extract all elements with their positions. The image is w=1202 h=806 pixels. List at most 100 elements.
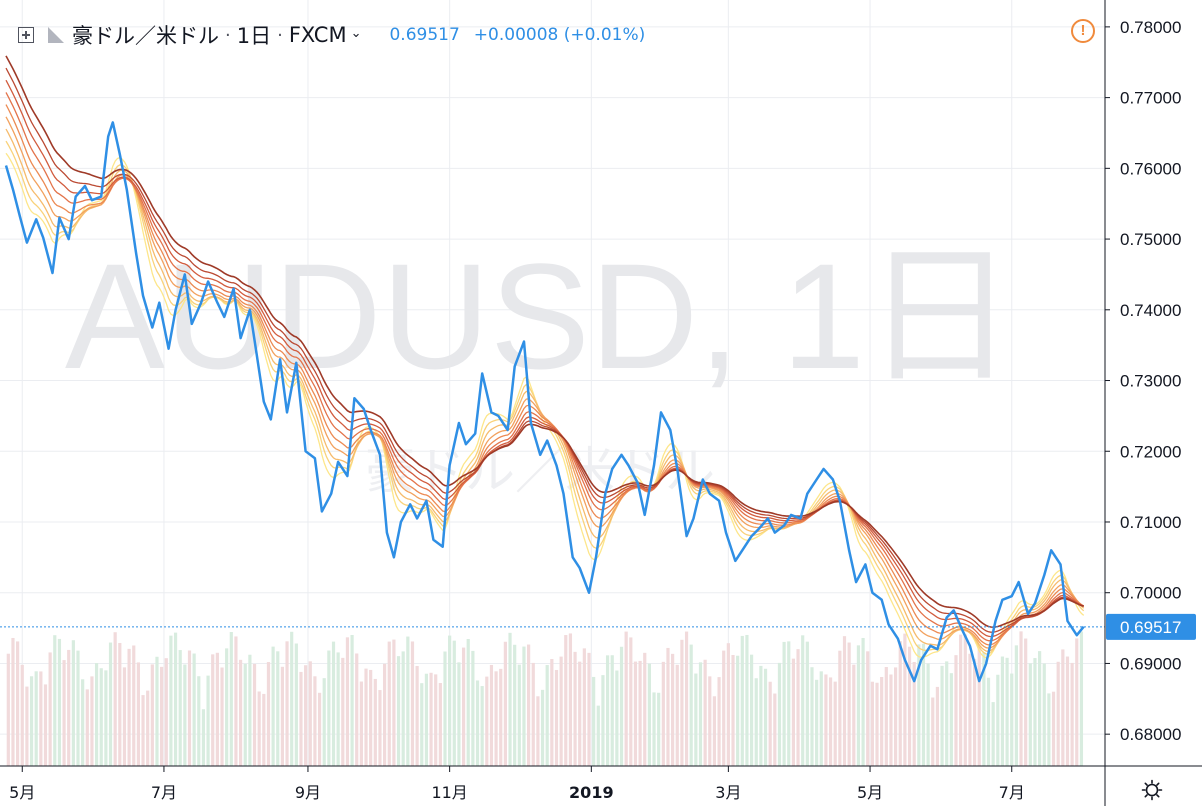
volume-bar [861, 637, 865, 766]
volume-bar [304, 665, 308, 766]
volume-bar [819, 671, 823, 766]
volume-bar [373, 678, 377, 766]
volume-bar [954, 655, 958, 766]
exclamation-circle-icon[interactable]: ! [1071, 19, 1095, 43]
volume-bar [935, 686, 940, 766]
volume-bar [870, 681, 874, 766]
exchange-label[interactable]: FXCM [288, 23, 347, 47]
volume-bar [1038, 651, 1042, 766]
volume-bar [146, 690, 150, 766]
volume-bar [749, 654, 754, 766]
volume-bar [215, 652, 219, 766]
volume-bar [643, 652, 647, 766]
volume-bar [43, 684, 48, 766]
volume-bar [740, 635, 744, 766]
volume-bar [847, 642, 851, 766]
volume-bar [364, 668, 368, 766]
volume-bar [466, 639, 470, 766]
volume-bar [671, 653, 675, 766]
volume-bar [53, 635, 57, 766]
price-line[interactable] [4, 121, 1085, 683]
volume-bar [211, 654, 215, 766]
volume-bar [605, 655, 610, 766]
volume-bar [104, 670, 108, 766]
volume-bar [694, 673, 698, 766]
volume-bar [689, 644, 693, 766]
volume-bar [252, 663, 257, 766]
volume-bar [522, 646, 526, 766]
volume-bar [866, 651, 870, 766]
price-change: +0.00008 (+0.01%) [473, 25, 646, 45]
volume-bar [336, 652, 340, 766]
interval-label[interactable]: 1日 [236, 24, 272, 48]
volume-bar [1010, 673, 1014, 766]
symbol-name[interactable]: 豪ドル／米ドル [72, 24, 219, 48]
chevron-down-icon[interactable]: ⌄ [350, 25, 362, 41]
volume-bar [387, 641, 391, 766]
time-axis[interactable]: 5月 7月 9月 11月 2019 3月 5月 7月 [9, 766, 1025, 802]
volume-bar [262, 693, 266, 766]
volume-bar [712, 696, 717, 766]
time-axis-label: 7月 [999, 783, 1025, 802]
volume-bar [568, 633, 573, 766]
ma-line [5, 67, 1084, 633]
volume-bar [183, 664, 187, 766]
price-axis-label: 0.71000 [1120, 513, 1181, 532]
volume-bar [680, 639, 684, 766]
volume-bar [448, 635, 452, 766]
volume-bar [828, 677, 833, 766]
volume-bar [81, 679, 85, 766]
volume-bar [768, 681, 772, 766]
volume-bar [736, 655, 740, 766]
volume-bar [238, 659, 243, 766]
volume-bars [6, 631, 1084, 766]
volume-bar [150, 664, 154, 766]
volume-bar [434, 674, 438, 766]
volume-bar [745, 634, 749, 766]
volume-bar [378, 690, 382, 766]
volume-bar [1079, 631, 1084, 766]
volume-bar [1033, 658, 1037, 766]
volume-bar [187, 650, 192, 766]
price-axis[interactable]: 0.78000 0.77000 0.76000 0.75000 0.74000 0.730… [1105, 18, 1181, 744]
volume-bar [842, 636, 847, 766]
volume-bar [796, 649, 800, 766]
volume-bar [638, 660, 642, 766]
volume-bar [415, 665, 419, 766]
volume-bar [684, 631, 689, 766]
volume-bar [475, 680, 480, 766]
volume-bar [1028, 663, 1032, 766]
volume-bar [201, 709, 206, 766]
triangle-flag-icon[interactable] [48, 27, 64, 43]
gear-icon[interactable] [1141, 779, 1163, 801]
volume-bar [833, 681, 837, 766]
volume-bar [559, 656, 563, 766]
volume-bar [610, 655, 614, 766]
volume-bar [754, 678, 758, 766]
volume-bar [317, 692, 322, 766]
volume-bar [880, 676, 884, 766]
volume-bar [164, 658, 168, 766]
volume-bar [327, 650, 331, 766]
price-axis-label: 0.77000 [1120, 89, 1181, 108]
volume-bar [243, 663, 247, 766]
volume-bar [396, 656, 401, 766]
volume-bar [85, 689, 89, 766]
volume-bar [406, 636, 410, 766]
volume-bar [141, 695, 145, 766]
volume-bar [875, 682, 879, 766]
volume-bar [234, 636, 238, 766]
volume-bar [675, 664, 679, 766]
legend-header: 豪ドル／米ドル · 1日 · FXCM ⌄ 0.69517 +0.00008 (… [18, 20, 645, 50]
square-plus-icon[interactable] [18, 27, 34, 43]
volume-bar [907, 646, 912, 766]
time-axis-label: 2019 [569, 783, 614, 802]
volume-bar [383, 663, 387, 766]
volume-bar [717, 677, 721, 766]
volume-bar [582, 648, 586, 766]
volume-bar [122, 667, 127, 766]
volume-bar [884, 667, 888, 766]
current-price-value: 0.69517 [1120, 618, 1181, 637]
